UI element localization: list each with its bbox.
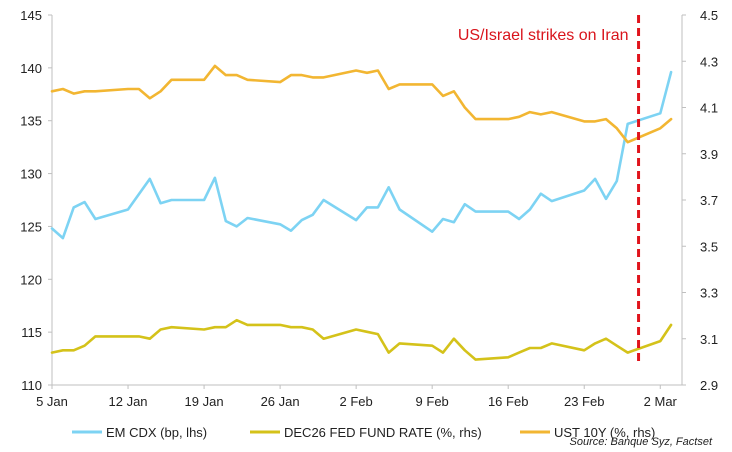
series-layer — [50, 64, 673, 361]
right-tick-label: 4.1 — [700, 101, 718, 116]
x-tick-label: 2 Mar — [644, 394, 678, 409]
legend-label-3: UST 10Y (%, rhs) — [554, 425, 655, 440]
x-tick-label: 5 Jan — [36, 394, 68, 409]
left-axis: 110 115 120 125 130 135 140 145 — [20, 8, 52, 393]
left-tick-label: 120 — [20, 272, 42, 287]
right-tick-label: 3.9 — [700, 147, 718, 162]
legend-label-1: EM CDX (bp, lhs) — [106, 425, 207, 440]
left-tick-label: 135 — [20, 114, 42, 129]
x-tick-label: 16 Feb — [488, 394, 528, 409]
x-tick-label: 26 Jan — [261, 394, 300, 409]
left-tick-label: 125 — [20, 219, 42, 234]
series-line-3 — [50, 64, 673, 144]
right-tick-label: 4.5 — [700, 8, 718, 23]
right-tick-label: 3.5 — [700, 239, 718, 254]
right-tick-label: 4.3 — [700, 54, 718, 69]
left-tick-label: 145 — [20, 8, 42, 23]
right-tick-label: 3.7 — [700, 193, 718, 208]
series-line-2 — [50, 318, 673, 361]
x-tick-label: 19 Jan — [185, 394, 224, 409]
x-axis: 5 Jan 12 Jan 19 Jan 26 Jan 2 Feb 9 Feb 16 Feb 2… — [36, 385, 678, 409]
right-tick-label: 3.1 — [700, 332, 718, 347]
plot-area — [51, 15, 683, 386]
legend-label-2: DEC26 FED FUND RATE (%, rhs) — [284, 425, 482, 440]
series-line-1 — [50, 70, 673, 240]
x-tick-label: 9 Feb — [416, 394, 449, 409]
left-tick-label: 110 — [21, 378, 42, 393]
legend: EM CDX (bp, lhs) DEC26 FED FUND RATE (%, … — [72, 425, 655, 440]
left-tick-label: 130 — [20, 167, 42, 182]
right-tick-label: 3.3 — [700, 286, 718, 301]
left-tick-label: 115 — [21, 325, 42, 340]
left-tick-label: 140 — [20, 61, 42, 76]
source-note: Source: Banque Syz, Factset — [570, 436, 713, 448]
x-tick-label: 12 Jan — [109, 394, 148, 409]
x-tick-label: 23 Feb — [564, 394, 604, 409]
x-tick-label: 2 Feb — [340, 394, 373, 409]
annotation: US/Israel strikes on Iran — [458, 15, 641, 365]
event-annotation-label: US/Israel strikes on Iran — [458, 27, 629, 44]
right-tick-label: 2.9 — [700, 378, 718, 393]
right-axis: 2.9 3.1 3.3 3.5 3.7 3.9 4.1 4.3 4.5 — [682, 8, 718, 393]
